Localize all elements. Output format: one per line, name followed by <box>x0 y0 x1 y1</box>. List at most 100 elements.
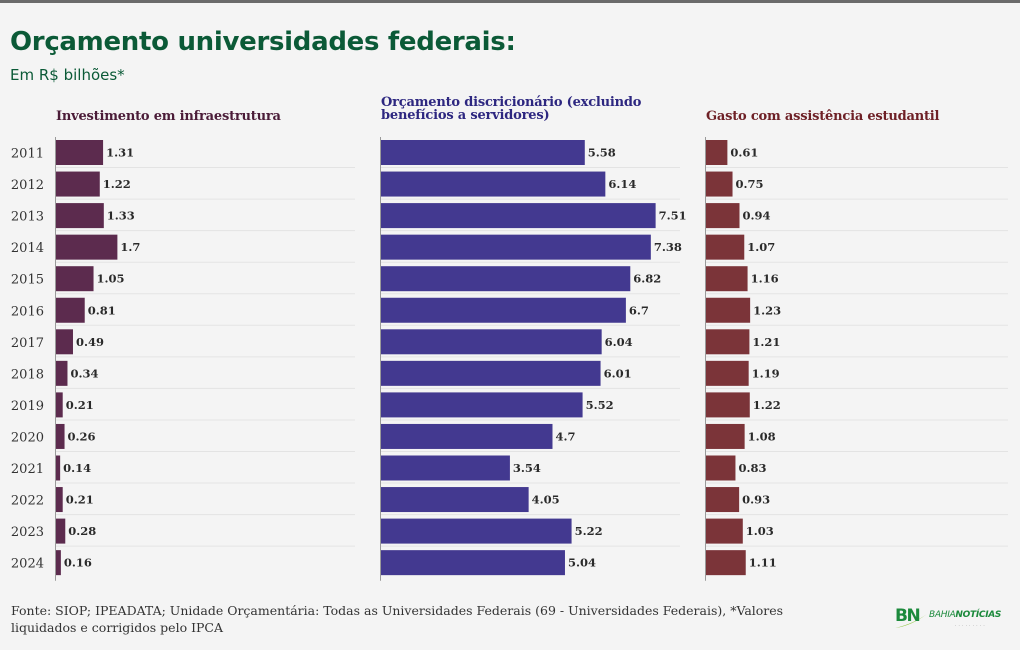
panel-title-assistencia: Gasto com assistência estudantil <box>706 109 940 124</box>
value-label-2014: 1.07 <box>747 240 775 254</box>
year-label-2024: 2024 <box>11 557 44 572</box>
bar-2018 <box>380 360 601 386</box>
top-border <box>0 0 1020 3</box>
bar-2023 <box>55 518 66 544</box>
panel-title-line-1: Orçamento discricionário (excluindo <box>381 95 642 110</box>
year-label-2013: 2013 <box>11 210 44 225</box>
value-label-2024: 1.11 <box>749 556 777 570</box>
value-label-2021: 0.14 <box>63 461 91 475</box>
panel-title-discricionario: Orçamento discricionário (excluindo bene… <box>381 96 641 122</box>
panel-3: 0.61 0.75 0.94 1.07 1.16 1.23 1.21 1.19 1.22 1.08… <box>705 137 1008 581</box>
bar-2020 <box>705 423 745 449</box>
year-label-2021: 2021 <box>11 462 44 477</box>
value-label-2014: 7.38 <box>654 240 682 254</box>
bar-2017 <box>705 329 750 355</box>
year-label-2019: 2019 <box>11 399 44 414</box>
year-label-2012: 2012 <box>11 178 44 193</box>
bar-2016 <box>705 297 751 323</box>
value-label-2017: 1.21 <box>752 335 780 349</box>
bar-2011 <box>705 140 728 165</box>
value-label-2021: 3.54 <box>513 461 541 475</box>
value-label-2011: 0.61 <box>730 146 758 160</box>
year-label-2020: 2020 <box>11 430 44 445</box>
value-label-2016: 6.7 <box>629 303 649 317</box>
logo-tagline: · · · · · · · · · <box>955 623 986 628</box>
value-label-2011: 5.58 <box>588 146 616 160</box>
bar-2012 <box>705 171 733 197</box>
year-label-2023: 2023 <box>11 525 44 540</box>
value-label-2013: 7.51 <box>659 209 687 223</box>
bar-2020 <box>380 423 553 449</box>
value-label-2015: 6.82 <box>633 272 661 286</box>
bar-2021 <box>55 455 61 481</box>
value-label-2013: 1.33 <box>107 209 135 223</box>
panel-2: 5.58 6.14 7.51 7.38 6.82 6.7 6.04 6.01 5.52 4.7 3.… <box>380 137 687 581</box>
source-note: Fonte: SIOP; IPEADATA; Unidade Orçamentá… <box>11 603 784 635</box>
logo-text: BAHIANOTÍCIAS <box>929 610 1001 620</box>
year-label-2018: 2018 <box>11 367 44 382</box>
year-label-2011: 2011 <box>11 147 44 162</box>
panel-title-infraestrutura: Investimento em infraestrutura <box>56 109 281 124</box>
value-label-2013: 0.94 <box>742 209 770 223</box>
value-label-2018: 0.34 <box>70 366 98 380</box>
value-label-2018: 6.01 <box>604 366 632 380</box>
value-label-2012: 1.22 <box>103 177 131 191</box>
bar-2014 <box>705 234 745 260</box>
bar-2015 <box>380 266 631 292</box>
bar-2018 <box>705 360 749 386</box>
bar-2013 <box>380 203 656 229</box>
bar-2023 <box>380 518 572 544</box>
bar-2012 <box>55 171 100 197</box>
value-label-2017: 6.04 <box>605 335 633 349</box>
value-label-2016: 0.81 <box>88 303 116 317</box>
bar-2022 <box>705 487 740 513</box>
bar-2014 <box>55 234 118 260</box>
bar-2023 <box>705 518 743 544</box>
bar-2013 <box>705 203 740 229</box>
value-label-2022: 0.21 <box>66 493 94 507</box>
value-label-2021: 0.83 <box>738 461 766 475</box>
bar-2019 <box>55 392 63 418</box>
panel-title-line-2: benefícios a servidores) <box>381 108 550 123</box>
bar-2016 <box>55 297 85 323</box>
bar-2014 <box>380 234 651 260</box>
value-label-2012: 6.14 <box>608 177 636 191</box>
value-label-2015: 1.16 <box>751 272 779 286</box>
bar-2024 <box>705 550 746 576</box>
year-label-2015: 2015 <box>11 273 44 288</box>
logo-text-bold: NOTÍCIAS <box>955 610 1002 620</box>
year-label-2017: 2017 <box>11 336 44 351</box>
bar-2019 <box>705 392 750 418</box>
value-label-2019: 0.21 <box>66 398 94 412</box>
value-label-2012: 0.75 <box>736 177 764 191</box>
value-label-2024: 5.04 <box>568 556 596 570</box>
page-subtitle: Em R$ bilhões* <box>10 66 125 84</box>
bar-2011 <box>55 140 104 165</box>
value-label-2020: 4.7 <box>555 429 575 443</box>
bar-2015 <box>55 266 94 292</box>
bar-2019 <box>380 392 583 418</box>
bar-2022 <box>55 487 63 513</box>
logo-text-prefix: BAHIA <box>929 610 956 620</box>
value-label-2023: 5.22 <box>575 524 603 538</box>
logo-mark: BN <box>895 606 921 626</box>
value-label-2024: 0.16 <box>64 556 92 570</box>
year-label-2014: 2014 <box>11 241 44 256</box>
bar-2011 <box>380 140 585 165</box>
bar-2017 <box>55 329 73 355</box>
value-label-2015: 1.05 <box>97 272 125 286</box>
panel-1: 1.31 2011 1.22 2012 1.33 2013 1.7 2014 1.05 2015 0… <box>11 137 355 581</box>
bar-2021 <box>380 455 510 481</box>
value-label-2020: 0.26 <box>68 429 96 443</box>
bar-2018 <box>55 360 68 386</box>
page-title: Orçamento universidades federais: <box>10 27 516 57</box>
bar-charts: 1.31 2011 1.22 2012 1.33 2013 1.7 2014 1.05 2015 0… <box>11 137 1008 581</box>
bar-2020 <box>55 423 65 449</box>
bar-2024 <box>55 550 61 576</box>
bar-2021 <box>705 455 736 481</box>
value-label-2019: 1.22 <box>753 398 781 412</box>
value-label-2014: 1.7 <box>120 240 140 254</box>
value-label-2023: 1.03 <box>746 524 774 538</box>
year-label-2016: 2016 <box>11 304 44 319</box>
bar-2015 <box>705 266 748 292</box>
